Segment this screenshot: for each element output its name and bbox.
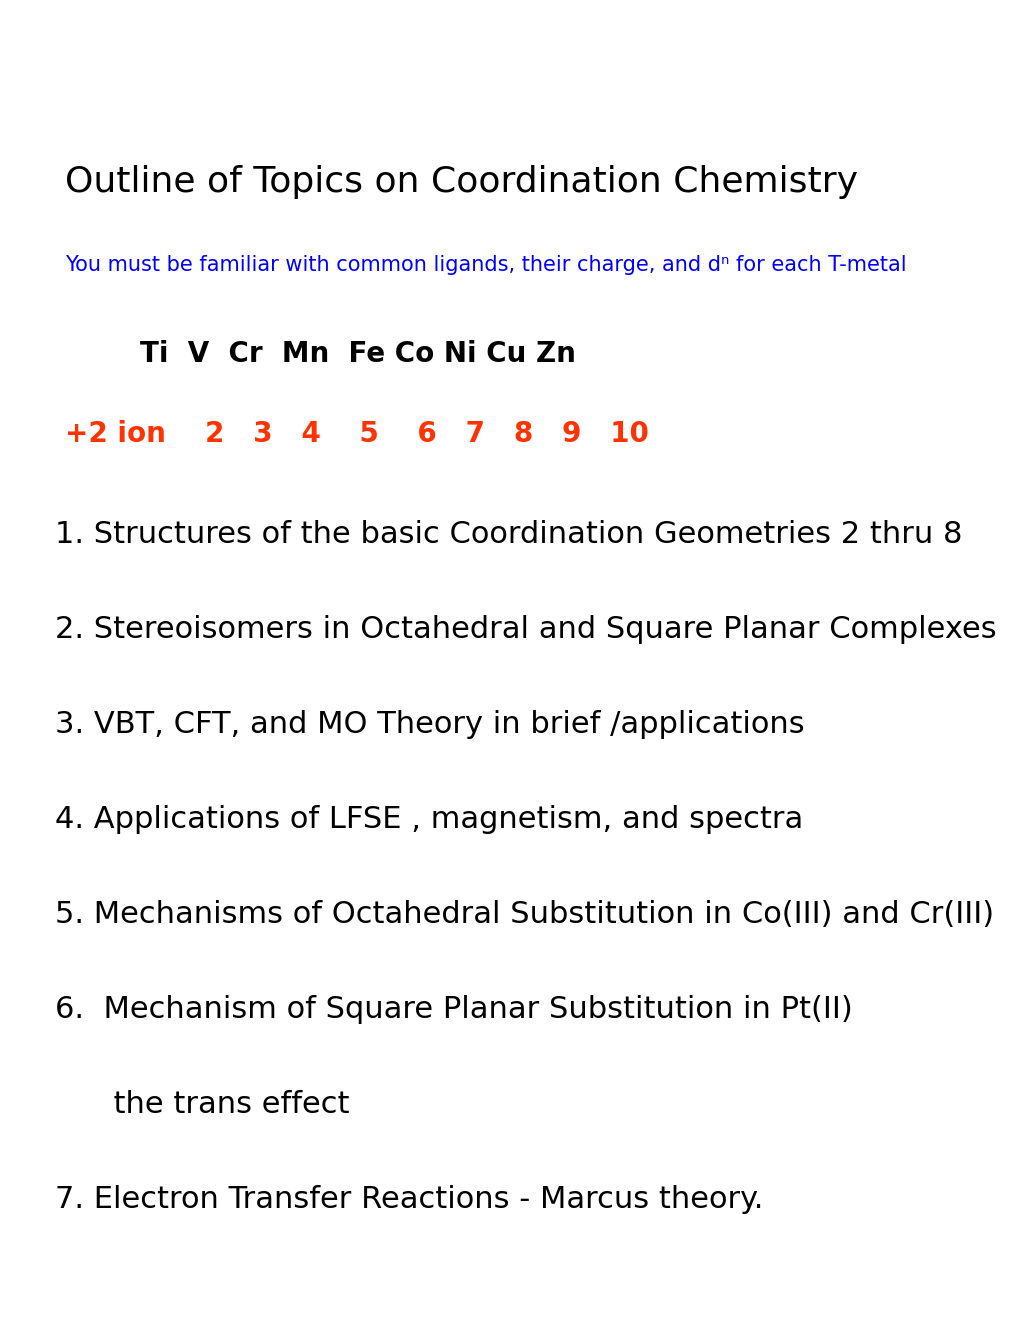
- Text: 1. Structures of the basic Coordination Geometries 2 thru 8: 1. Structures of the basic Coordination …: [55, 520, 962, 549]
- Text: 3. VBT, CFT, and MO Theory in brief /applications: 3. VBT, CFT, and MO Theory in brief /app…: [55, 710, 804, 739]
- Text: the trans effect: the trans effect: [55, 1090, 350, 1119]
- Text: 6.  Mechanism of Square Planar Substitution in Pt(II): 6. Mechanism of Square Planar Substituti…: [55, 995, 852, 1024]
- Text: 2   3   4    5    6   7   8   9   10: 2 3 4 5 6 7 8 9 10: [205, 420, 648, 447]
- Text: Ti  V  Cr  Mn  Fe Co Ni Cu Zn: Ti V Cr Mn Fe Co Ni Cu Zn: [140, 341, 576, 368]
- Text: You must be familiar with common ligands, their charge, and dⁿ for each T-metal: You must be familiar with common ligands…: [65, 255, 906, 275]
- Text: +2 ion: +2 ion: [65, 420, 166, 447]
- Text: 7. Electron Transfer Reactions - Marcus theory.: 7. Electron Transfer Reactions - Marcus …: [55, 1185, 762, 1214]
- Text: 5. Mechanisms of Octahedral Substitution in Co(III) and Cr(III): 5. Mechanisms of Octahedral Substitution…: [55, 900, 994, 929]
- Text: 2. Stereoisomers in Octahedral and Square Planar Complexes: 2. Stereoisomers in Octahedral and Squar…: [55, 615, 996, 644]
- Text: Outline of Topics on Coordination Chemistry: Outline of Topics on Coordination Chemis…: [65, 165, 857, 199]
- Text: 4. Applications of LFSE , magnetism, and spectra: 4. Applications of LFSE , magnetism, and…: [55, 805, 803, 834]
